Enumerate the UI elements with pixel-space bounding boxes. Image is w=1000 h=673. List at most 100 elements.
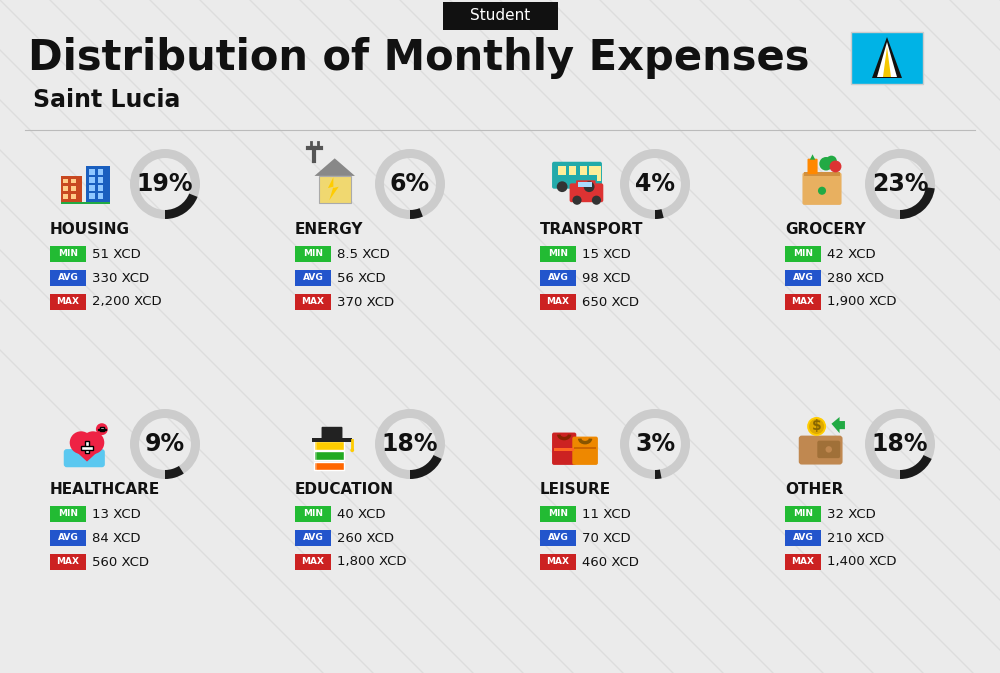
Circle shape (826, 155, 837, 166)
Text: TRANSPORT: TRANSPORT (540, 223, 644, 238)
FancyBboxPatch shape (552, 162, 602, 188)
Text: MIN: MIN (303, 250, 323, 258)
FancyBboxPatch shape (314, 462, 317, 470)
Text: OTHER: OTHER (785, 483, 843, 497)
FancyBboxPatch shape (572, 437, 598, 465)
Text: MIN: MIN (303, 509, 323, 518)
FancyBboxPatch shape (86, 166, 110, 203)
FancyBboxPatch shape (799, 435, 843, 464)
FancyBboxPatch shape (89, 193, 95, 199)
Text: 11 XCD: 11 XCD (582, 507, 631, 520)
FancyBboxPatch shape (785, 294, 821, 310)
Wedge shape (655, 470, 662, 479)
FancyBboxPatch shape (540, 506, 576, 522)
Text: 260 XCD: 260 XCD (337, 532, 394, 544)
FancyBboxPatch shape (785, 270, 821, 286)
Circle shape (818, 186, 826, 194)
Circle shape (592, 196, 601, 205)
Text: 15 XCD: 15 XCD (582, 248, 631, 260)
FancyBboxPatch shape (442, 2, 558, 30)
Wedge shape (865, 409, 935, 479)
Text: HEALTHCARE: HEALTHCARE (50, 483, 160, 497)
FancyBboxPatch shape (576, 180, 596, 188)
Text: 9%: 9% (145, 432, 185, 456)
FancyBboxPatch shape (89, 177, 95, 182)
Text: MAX: MAX (546, 297, 570, 306)
Wedge shape (165, 466, 184, 479)
FancyBboxPatch shape (295, 506, 331, 522)
FancyBboxPatch shape (98, 185, 103, 190)
FancyBboxPatch shape (802, 172, 842, 205)
Polygon shape (71, 447, 103, 462)
Text: AVG: AVG (548, 273, 568, 283)
FancyBboxPatch shape (50, 554, 86, 570)
FancyBboxPatch shape (81, 446, 93, 450)
Text: 6%: 6% (390, 172, 430, 196)
Wedge shape (620, 409, 690, 479)
Wedge shape (655, 209, 664, 219)
FancyBboxPatch shape (552, 433, 576, 465)
Text: 98 XCD: 98 XCD (582, 271, 631, 285)
FancyBboxPatch shape (50, 530, 86, 546)
Text: 280 XCD: 280 XCD (827, 271, 884, 285)
Wedge shape (375, 409, 445, 479)
Text: 4%: 4% (635, 172, 675, 196)
Text: 210 XCD: 210 XCD (827, 532, 884, 544)
FancyBboxPatch shape (558, 166, 566, 174)
Text: AVG: AVG (548, 534, 568, 542)
Text: AVG: AVG (793, 534, 813, 542)
FancyBboxPatch shape (89, 169, 95, 174)
FancyBboxPatch shape (85, 441, 89, 454)
Text: 56 XCD: 56 XCD (337, 271, 386, 285)
FancyBboxPatch shape (785, 506, 821, 522)
Text: 42 XCD: 42 XCD (827, 248, 876, 260)
FancyBboxPatch shape (569, 166, 576, 174)
FancyBboxPatch shape (63, 178, 68, 184)
Text: MIN: MIN (793, 509, 813, 518)
Wedge shape (620, 149, 690, 219)
Text: 2,200 XCD: 2,200 XCD (92, 295, 162, 308)
FancyBboxPatch shape (50, 246, 86, 262)
Text: MAX: MAX (56, 297, 80, 306)
FancyBboxPatch shape (589, 166, 597, 174)
FancyBboxPatch shape (71, 186, 76, 191)
FancyBboxPatch shape (98, 169, 103, 174)
Text: MAX: MAX (302, 297, 324, 306)
Text: 370 XCD: 370 XCD (337, 295, 394, 308)
FancyBboxPatch shape (71, 178, 76, 184)
FancyBboxPatch shape (540, 246, 576, 262)
Circle shape (70, 431, 92, 454)
Circle shape (82, 431, 104, 454)
Circle shape (819, 157, 833, 170)
Text: 3%: 3% (635, 432, 675, 456)
Text: 70 XCD: 70 XCD (582, 532, 631, 544)
FancyBboxPatch shape (100, 427, 104, 431)
FancyBboxPatch shape (295, 270, 331, 286)
Text: 1,400 XCD: 1,400 XCD (827, 555, 896, 569)
FancyBboxPatch shape (61, 176, 82, 203)
FancyBboxPatch shape (63, 194, 68, 199)
Text: AVG: AVG (303, 273, 323, 283)
FancyBboxPatch shape (71, 194, 76, 199)
FancyBboxPatch shape (851, 32, 923, 84)
FancyBboxPatch shape (61, 201, 110, 204)
Polygon shape (877, 42, 897, 77)
Text: MAX: MAX (302, 557, 324, 567)
FancyBboxPatch shape (314, 452, 344, 460)
Text: 18%: 18% (872, 432, 928, 456)
FancyBboxPatch shape (817, 441, 840, 458)
Text: 560 XCD: 560 XCD (92, 555, 149, 569)
Circle shape (557, 181, 568, 192)
Circle shape (350, 448, 354, 452)
Text: GROCERY: GROCERY (785, 223, 866, 238)
Text: 650 XCD: 650 XCD (582, 295, 639, 308)
Text: MIN: MIN (58, 509, 78, 518)
Text: 330 XCD: 330 XCD (92, 271, 149, 285)
FancyBboxPatch shape (314, 441, 344, 450)
Polygon shape (831, 417, 845, 433)
FancyBboxPatch shape (295, 246, 331, 262)
Text: 1,800 XCD: 1,800 XCD (337, 555, 406, 569)
Circle shape (584, 181, 595, 192)
Text: Student: Student (470, 9, 530, 24)
FancyBboxPatch shape (63, 186, 68, 191)
